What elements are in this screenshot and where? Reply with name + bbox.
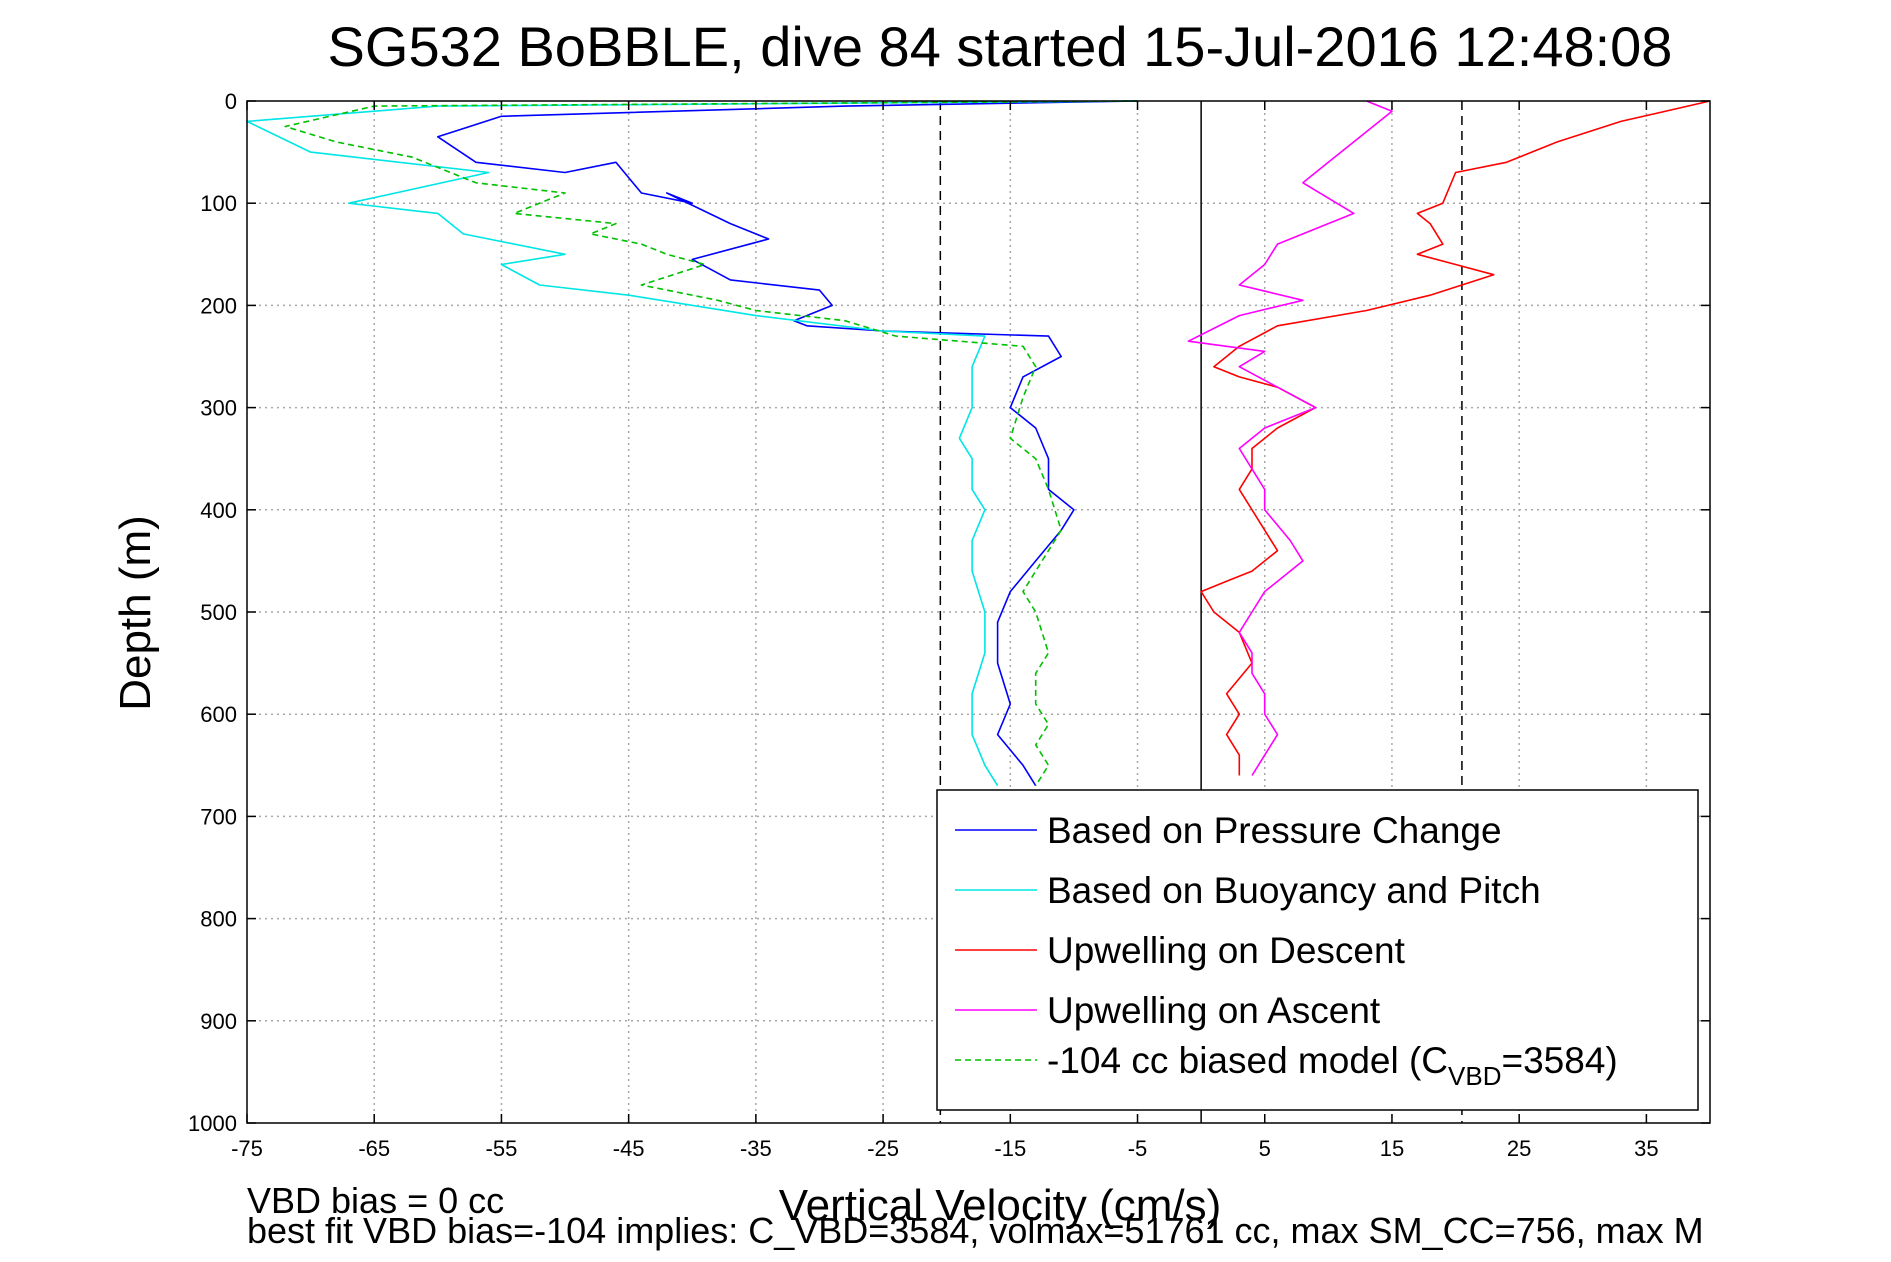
footer-line-2: best fit VBD bias=-104 implies: C_VBD=35… bbox=[247, 1210, 1704, 1251]
legend-label-2: Upwelling on Descent bbox=[1047, 930, 1406, 971]
legend-label-text: Upwelling on Descent bbox=[1047, 930, 1406, 971]
x-tick-label: -65 bbox=[358, 1136, 390, 1161]
x-tick-label: -55 bbox=[486, 1136, 518, 1161]
y-tick-label: 1000 bbox=[188, 1111, 237, 1136]
y-tick-label: 200 bbox=[200, 293, 237, 318]
x-tick-label: -5 bbox=[1128, 1136, 1148, 1161]
x-axis-ticks: -75 -65 -55 -45 -35 -25 -15 -5 5 15 25 35 bbox=[231, 101, 1659, 1161]
x-tick-label: 25 bbox=[1507, 1136, 1531, 1161]
legend-label-text: Based on Buoyancy and Pitch bbox=[1047, 870, 1541, 911]
y-tick-label: 700 bbox=[200, 804, 237, 829]
series-layer bbox=[246, 100, 1711, 787]
y-axis-ticks: 0 100 200 300 400 500 600 700 800 900 1000 bbox=[188, 89, 1710, 1136]
y-tick-label: 400 bbox=[200, 498, 237, 523]
x-tick-label: 15 bbox=[1380, 1136, 1404, 1161]
footer-line-1: VBD bias = 0 cc bbox=[247, 1180, 504, 1221]
x-tick-label: -35 bbox=[740, 1136, 772, 1161]
legend-label-1: Based on Buoyancy and Pitch bbox=[1047, 870, 1541, 911]
series-line-3 bbox=[1187, 100, 1393, 776]
series-line-2 bbox=[1200, 100, 1711, 776]
legend-label-text: Upwelling on Ascent bbox=[1047, 990, 1381, 1031]
series-line-1 bbox=[246, 100, 1138, 787]
legend-box bbox=[936, 789, 1699, 1111]
legend-label-4: -104 cc biased model (CVBD=3584) bbox=[1047, 1040, 1618, 1091]
y-axis-label: Depth (m) bbox=[111, 515, 160, 711]
series-line-0 bbox=[436, 100, 1138, 787]
y-tick-label: 500 bbox=[200, 600, 237, 625]
x-tick-label: -15 bbox=[994, 1136, 1026, 1161]
y-tick-label: 100 bbox=[200, 191, 237, 216]
legend-label-3: Upwelling on Ascent bbox=[1047, 990, 1381, 1031]
x-tick-label: 35 bbox=[1634, 1136, 1658, 1161]
y-tick-label: 600 bbox=[200, 702, 237, 727]
y-tick-label: 300 bbox=[200, 396, 237, 421]
legend-label-tail: =3584) bbox=[1502, 1040, 1618, 1081]
x-tick-label: 5 bbox=[1259, 1136, 1271, 1161]
legend-label-text: -104 cc biased model (C bbox=[1047, 1040, 1448, 1081]
legend: Based on Pressure Change Based on Buoyanc… bbox=[936, 789, 1699, 1111]
y-tick-label: 0 bbox=[225, 89, 237, 114]
y-tick-label: 800 bbox=[200, 907, 237, 932]
chart-title: SG532 BoBBLE, dive 84 started 15-Jul-201… bbox=[328, 15, 1673, 78]
y-tick-label: 900 bbox=[200, 1009, 237, 1034]
x-tick-label: -75 bbox=[231, 1136, 263, 1161]
x-axis-label: Vertical Velocity (cm/s) bbox=[779, 1181, 1222, 1230]
legend-label-text: Based on Pressure Change bbox=[1047, 810, 1502, 851]
legend-label-subscript: VBD bbox=[1448, 1061, 1501, 1091]
legend-label-0: Based on Pressure Change bbox=[1047, 810, 1502, 851]
x-tick-label: -45 bbox=[613, 1136, 645, 1161]
x-tick-label: -25 bbox=[867, 1136, 899, 1161]
series-line-4 bbox=[284, 100, 1138, 787]
